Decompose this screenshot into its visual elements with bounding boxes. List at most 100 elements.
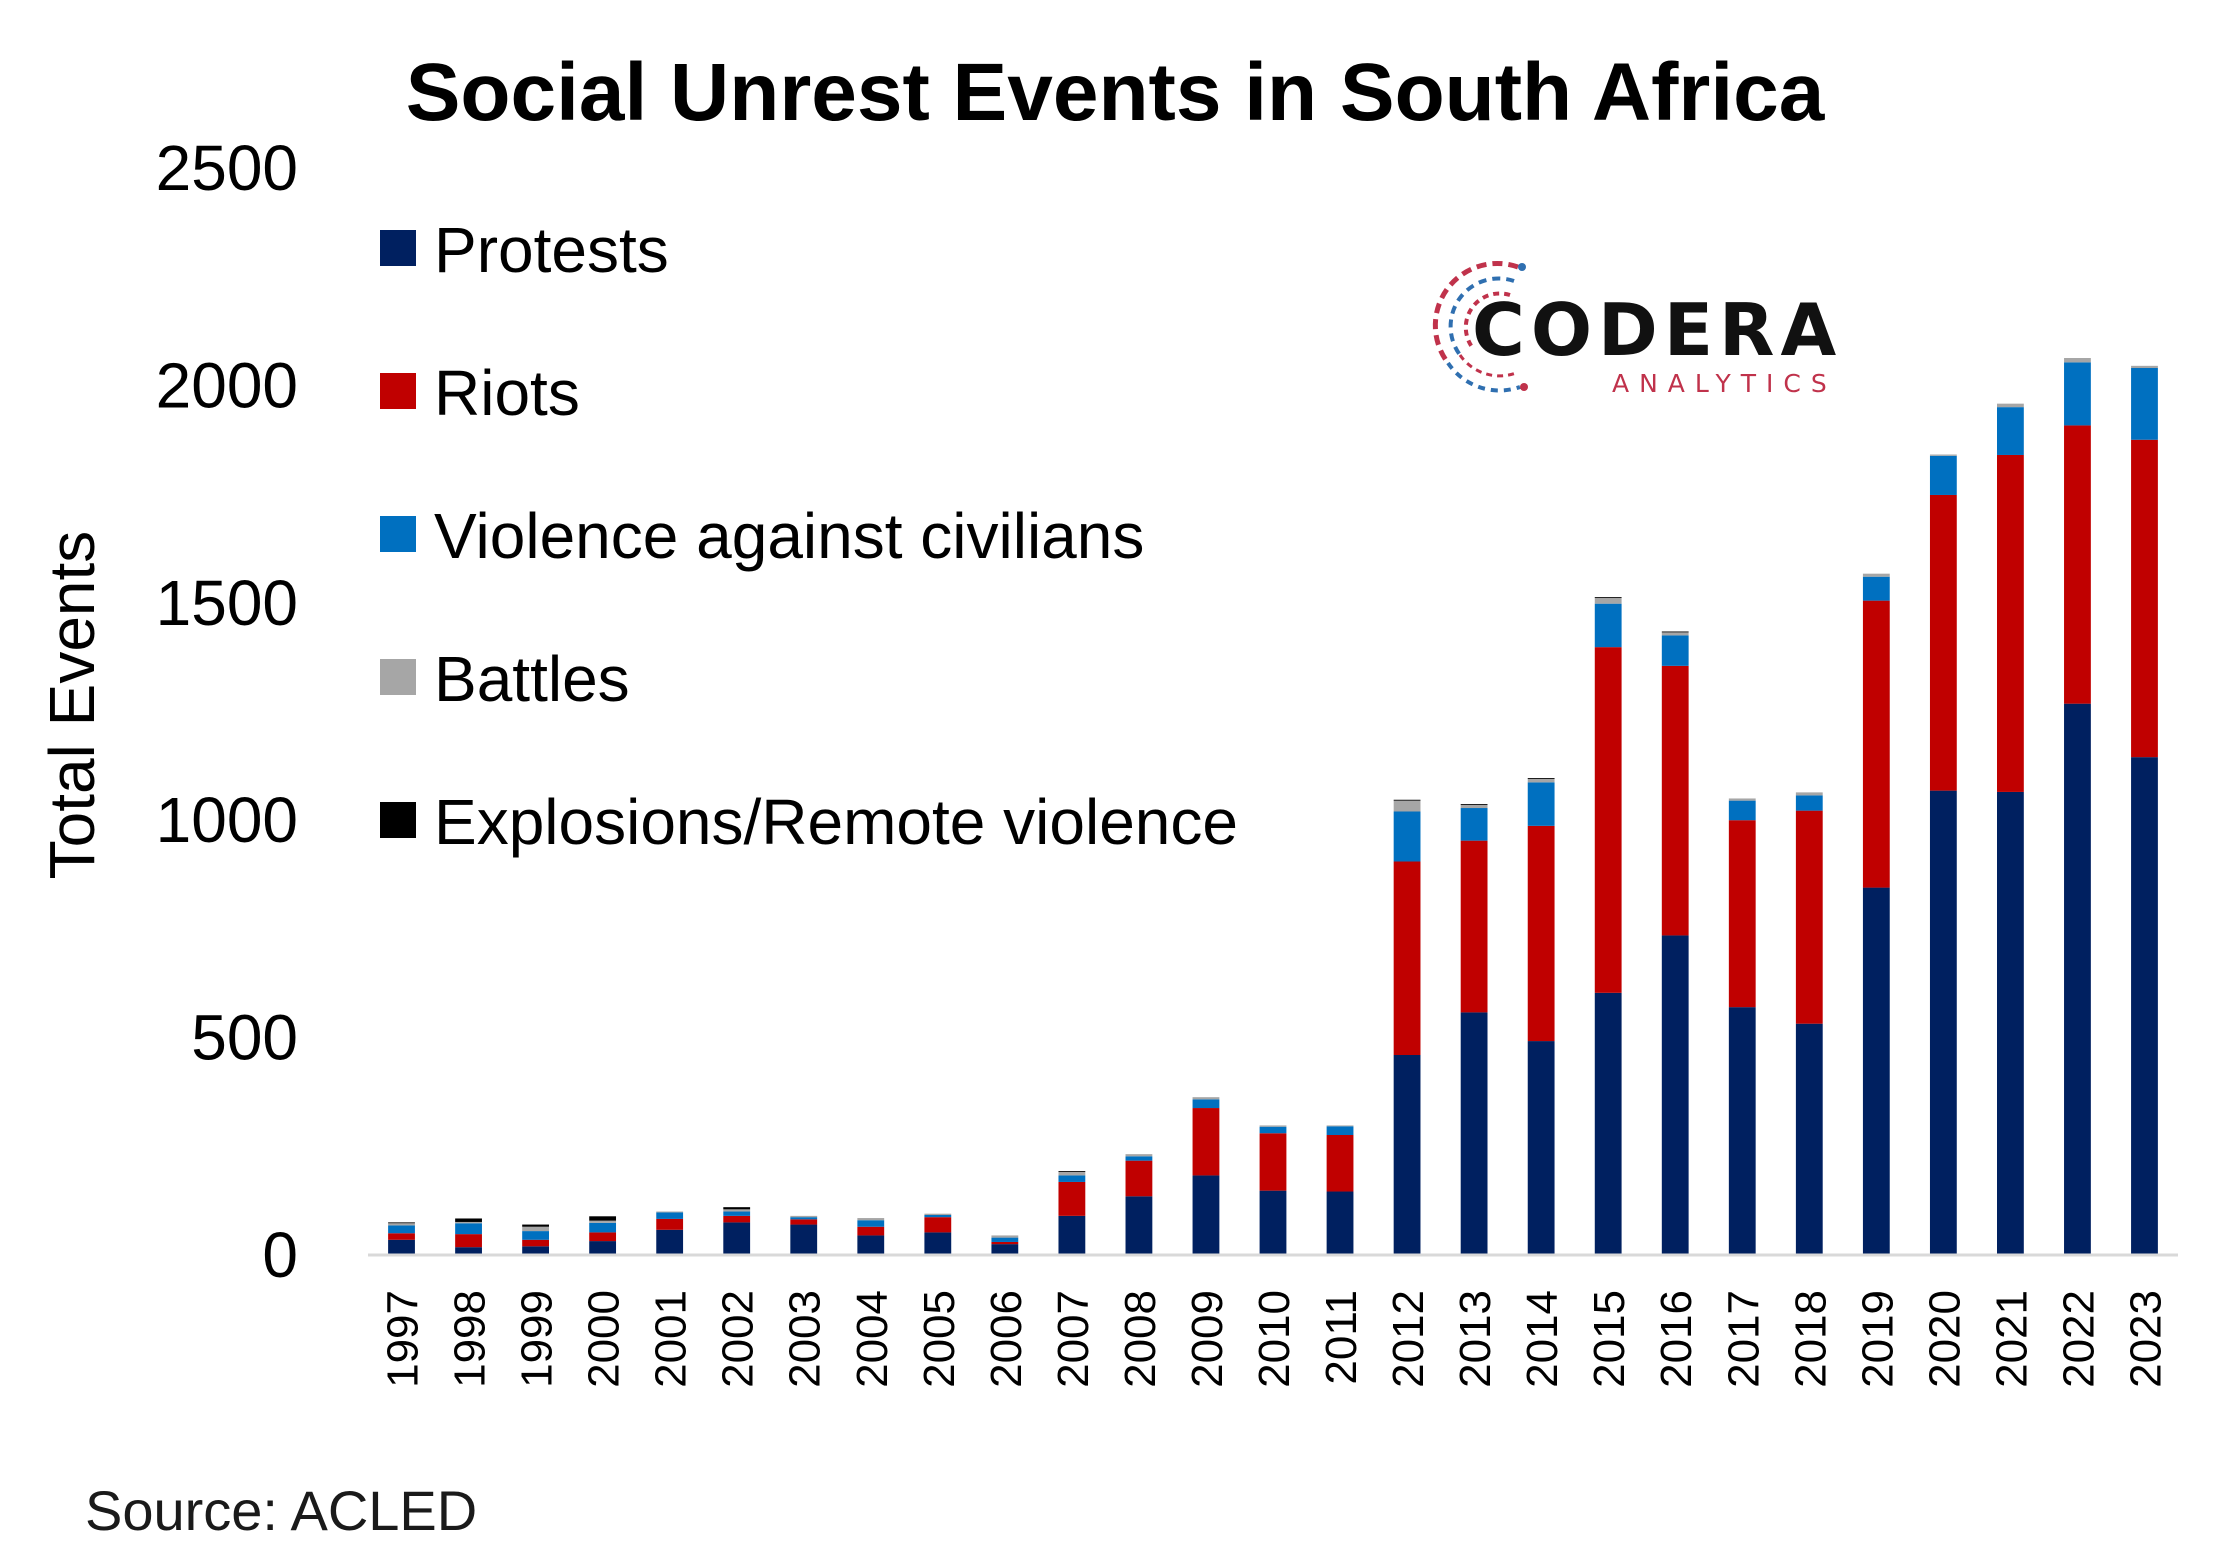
bar-segment (1460, 804, 1488, 809)
bar-segment (1594, 597, 1622, 599)
bar-segment (589, 1220, 617, 1223)
bar-segment (991, 1244, 1019, 1255)
bar-segment (857, 1218, 885, 1221)
bar-segment (1527, 782, 1555, 826)
bar-segment (1125, 1154, 1153, 1157)
bar-segment (1862, 600, 1890, 888)
bar-segment (1192, 1175, 1220, 1255)
legend: Protests Riots Violence against civilians B… (380, 214, 1238, 858)
x-tick-label: 1998 (446, 1290, 495, 1388)
codera-logo: CODERA ANALYTICS (1432, 260, 1842, 398)
x-tick-label: 2021 (1987, 1290, 2036, 1388)
codera-swirl-icon (1432, 260, 1528, 393)
bar-segment (2131, 439, 2158, 758)
x-tick-label: 2018 (1786, 1290, 1835, 1388)
bar-segment (589, 1232, 617, 1242)
bar-segment (2064, 362, 2091, 426)
bar-segment (1058, 1181, 1086, 1216)
y-tick-label: 2000 (156, 349, 298, 421)
x-tick-label: 2023 (2121, 1290, 2170, 1388)
bar-segment (1661, 635, 1689, 666)
bar-segment (857, 1235, 885, 1255)
logo-name: CODERA (1472, 288, 1842, 372)
bar-segment (455, 1221, 482, 1224)
x-tick-label: 2019 (1853, 1290, 1902, 1388)
x-tick-label: 2010 (1250, 1290, 1299, 1388)
x-tick-label: 2011 (1317, 1290, 1366, 1385)
bar-segment (1997, 403, 2024, 408)
bar-segment (1795, 792, 1823, 796)
bar-segment (924, 1232, 952, 1255)
x-tick-label: 2012 (1384, 1290, 1433, 1388)
bar-segment (1728, 800, 1756, 821)
bar-segment (1795, 795, 1823, 811)
y-tick-label: 500 (191, 1002, 298, 1074)
bar-segment (1795, 810, 1823, 1024)
bar-segment (857, 1226, 885, 1236)
bar-segment (1997, 407, 2024, 455)
bar-segment (1460, 1012, 1488, 1255)
bar-segment (924, 1217, 952, 1233)
bar-segment (1527, 825, 1555, 1042)
bar-segment (1594, 603, 1622, 648)
bar-segment (1326, 1126, 1354, 1135)
bar-segment (1259, 1133, 1287, 1191)
source-note: Source: ACLED (85, 1479, 477, 1542)
bar-segment (857, 1220, 885, 1227)
legend-label: Riots (434, 357, 580, 429)
bar-segment (1661, 665, 1689, 936)
x-tick-label: 2002 (714, 1290, 763, 1388)
bar-segment (455, 1234, 482, 1248)
bar-segment (790, 1219, 818, 1225)
bar-segment (1862, 576, 1890, 601)
y-tick-label: 2500 (156, 132, 298, 204)
bar-segment (1728, 1007, 1756, 1255)
bar-segment (656, 1212, 684, 1219)
bar-segment (1661, 632, 1689, 636)
legend-item: Violence against civilians (380, 500, 1144, 572)
x-tick-label: 2001 (647, 1290, 696, 1388)
legend-swatch (380, 659, 416, 695)
x-tick-label: 2015 (1585, 1290, 1634, 1388)
bar-segment (1393, 811, 1421, 862)
x-tick-label: 2016 (1652, 1290, 1701, 1388)
bar-segment (1393, 1054, 1421, 1255)
legend-swatch (380, 802, 416, 838)
bar-segment (1728, 820, 1756, 1008)
bar-segment (656, 1229, 684, 1255)
bar-segment (1192, 1097, 1220, 1100)
x-tick-label: 1997 (379, 1290, 428, 1388)
x-axis-ticks: 1997 1998 1999 2000 2001 2002 2003 2004 2005 2006… (379, 1290, 2171, 1388)
legend-swatch (380, 230, 416, 266)
bar-segment (790, 1215, 818, 1218)
legend-swatch (380, 516, 416, 552)
bar-segment (2131, 365, 2158, 368)
y-axis-label: Total Events (36, 531, 108, 880)
bar-segment (656, 1211, 684, 1213)
bar-segment (1929, 494, 1957, 791)
bar-segment (1661, 935, 1689, 1255)
y-tick-label: 1500 (156, 567, 298, 639)
bar-segment (522, 1246, 549, 1255)
bar-segment (1058, 1215, 1086, 1255)
bar-segment (2131, 368, 2158, 440)
x-tick-label: 2017 (1719, 1290, 1768, 1388)
bar-segment (2131, 757, 2158, 1255)
bar-segment (1997, 454, 2024, 792)
bar-segment (1929, 454, 1957, 456)
x-tick-label: 2020 (1920, 1290, 1969, 1388)
bar-segment (1125, 1160, 1153, 1197)
x-tick-label: 1999 (513, 1290, 562, 1388)
bar-segment (924, 1213, 952, 1215)
x-tick-label: 2005 (915, 1290, 964, 1388)
bar-segment (522, 1239, 549, 1247)
bar-segment (1192, 1108, 1220, 1176)
logo-tagline: ANALYTICS (1612, 369, 1837, 398)
bar-segment (1661, 631, 1689, 633)
bar-segment (1326, 1191, 1354, 1255)
bar-segment (1594, 598, 1622, 604)
bar-segment (388, 1225, 415, 1234)
legend-label: Violence against civilians (434, 500, 1144, 572)
bar-segment (1058, 1171, 1086, 1172)
